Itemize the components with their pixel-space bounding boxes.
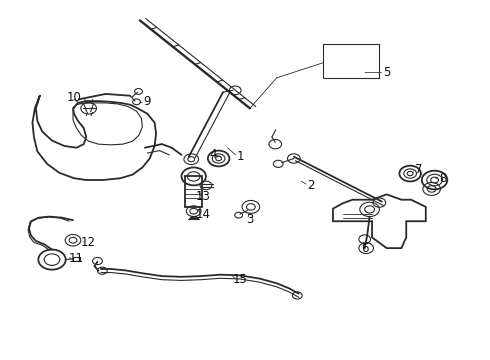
Text: 1: 1 [236, 150, 244, 163]
Text: 13: 13 [196, 190, 211, 203]
Circle shape [188, 157, 195, 162]
Text: 12: 12 [81, 236, 96, 249]
Text: 6: 6 [361, 242, 368, 255]
Bar [185, 176, 202, 207]
Circle shape [365, 206, 374, 213]
Text: 15: 15 [233, 273, 247, 286]
Text: 4: 4 [210, 148, 217, 161]
Text: 2: 2 [307, 179, 315, 192]
Text: 14: 14 [196, 208, 211, 221]
Text: 5: 5 [383, 66, 391, 79]
Text: 9: 9 [144, 95, 151, 108]
Text: 7: 7 [415, 163, 422, 176]
Bar [73, 257, 80, 261]
Text: 11: 11 [69, 252, 84, 265]
Text: 3: 3 [246, 213, 253, 226]
Bar [323, 44, 379, 78]
Text: 10: 10 [67, 91, 81, 104]
Circle shape [190, 208, 197, 214]
Text: 8: 8 [439, 172, 446, 185]
